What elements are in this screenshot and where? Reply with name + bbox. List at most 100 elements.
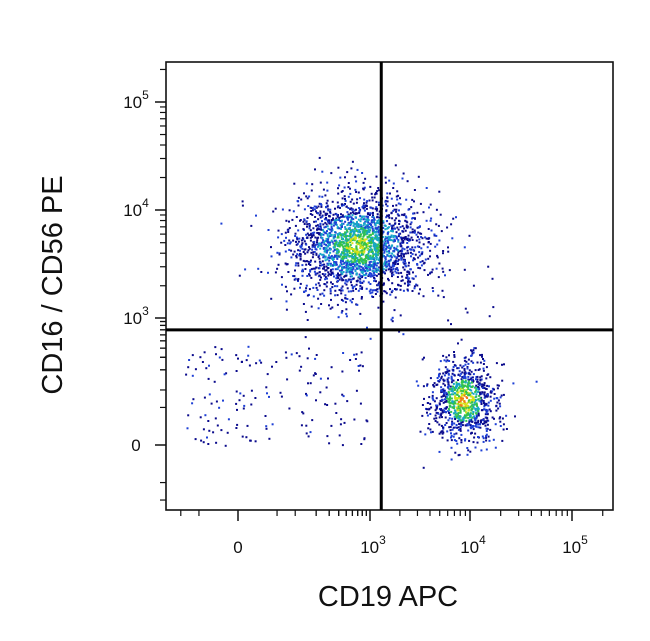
event-dot xyxy=(424,258,427,261)
event-dot xyxy=(458,403,461,406)
event-dot xyxy=(397,269,399,272)
event-dot xyxy=(290,256,293,259)
event-dot xyxy=(474,432,477,435)
event-dot xyxy=(446,386,449,389)
event-dot xyxy=(469,415,471,418)
event-dot xyxy=(498,417,501,420)
event-dot xyxy=(333,285,336,288)
event-dot xyxy=(442,354,445,357)
event-dot xyxy=(255,362,258,365)
event-dot xyxy=(463,369,466,372)
event-dot xyxy=(446,378,449,381)
event-dot xyxy=(454,451,457,454)
event-dot xyxy=(374,246,377,249)
event-dot xyxy=(351,255,354,258)
event-dot xyxy=(340,227,342,230)
event-dot xyxy=(296,237,299,240)
event-dot xyxy=(354,260,357,263)
event-dot xyxy=(466,412,469,415)
event-dot xyxy=(389,288,391,291)
event-dot xyxy=(464,381,467,384)
event-dot xyxy=(344,199,347,202)
event-dot xyxy=(419,267,422,270)
event-dot xyxy=(335,241,338,244)
event-dot xyxy=(377,249,380,252)
event-dot xyxy=(403,268,406,271)
event-dot xyxy=(476,375,479,378)
event-dot xyxy=(476,361,479,364)
event-dot xyxy=(341,257,344,260)
event-dot xyxy=(349,187,351,190)
event-dot xyxy=(390,245,393,248)
event-dot xyxy=(280,276,283,279)
event-dot xyxy=(441,267,444,270)
event-dot xyxy=(375,289,377,292)
event-dot xyxy=(449,388,452,391)
event-dot xyxy=(335,217,338,220)
event-dot xyxy=(313,251,316,253)
event-dot xyxy=(342,299,345,302)
event-dot xyxy=(396,245,399,248)
event-dot xyxy=(467,406,470,409)
event-dot xyxy=(422,385,425,388)
event-dot xyxy=(352,233,355,236)
event-dot xyxy=(464,377,467,380)
event-dot xyxy=(311,235,313,238)
event-dot xyxy=(355,250,358,253)
event-dot xyxy=(455,440,458,442)
event-dot xyxy=(457,342,459,345)
event-dot xyxy=(357,230,360,233)
event-dot xyxy=(487,393,489,396)
event-dot xyxy=(436,383,439,386)
event-dot xyxy=(330,298,332,301)
event-dot xyxy=(482,437,485,440)
event-dot xyxy=(371,225,374,228)
event-dot xyxy=(293,250,296,253)
event-dot xyxy=(300,424,303,427)
event-dot xyxy=(346,254,349,257)
event-dot xyxy=(377,201,380,204)
event-dot xyxy=(429,272,431,275)
event-dot xyxy=(346,171,349,174)
event-dot xyxy=(421,237,424,240)
event-dot xyxy=(394,222,397,225)
event-dot xyxy=(329,270,332,273)
event-dot xyxy=(415,283,418,286)
event-dot xyxy=(303,291,306,293)
event-dot xyxy=(480,421,482,424)
event-dot xyxy=(365,267,368,269)
event-dot xyxy=(337,250,340,253)
event-dot xyxy=(345,242,348,245)
event-dot xyxy=(364,257,367,260)
event-dot xyxy=(377,251,379,254)
event-dot xyxy=(325,269,328,272)
event-dot xyxy=(298,355,301,358)
event-dot xyxy=(374,248,377,251)
event-dot xyxy=(349,208,352,211)
event-dot xyxy=(327,209,330,212)
event-dot xyxy=(464,392,467,395)
event-dot xyxy=(389,247,392,250)
event-dot xyxy=(411,198,414,201)
event-dot xyxy=(216,424,219,427)
event-dot xyxy=(386,227,389,230)
event-dot xyxy=(246,424,249,427)
event-dot xyxy=(319,203,322,205)
event-dot xyxy=(396,267,399,270)
event-dot xyxy=(433,417,436,420)
event-dot xyxy=(467,378,470,381)
event-dot xyxy=(456,383,459,385)
event-dot xyxy=(255,214,257,217)
event-dot xyxy=(312,286,315,289)
event-dot xyxy=(271,365,273,368)
event-dot xyxy=(468,394,470,397)
event-dot xyxy=(377,246,380,249)
event-dot xyxy=(440,399,443,402)
event-dot xyxy=(367,269,370,272)
event-dot xyxy=(435,404,438,407)
event-dot xyxy=(218,356,221,359)
event-dot xyxy=(316,239,319,242)
event-dot xyxy=(365,238,368,241)
event-dot xyxy=(236,423,239,426)
event-dot xyxy=(400,241,403,244)
